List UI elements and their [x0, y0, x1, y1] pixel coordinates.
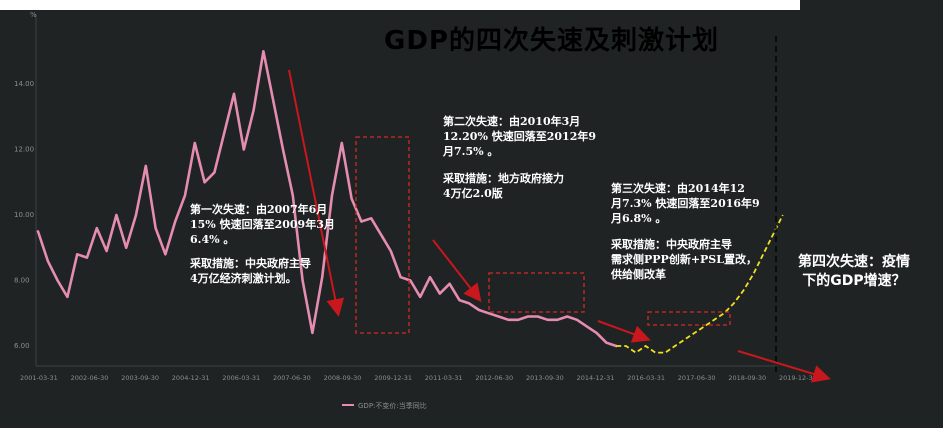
- x-tick-label: 2011-03-31: [425, 374, 463, 382]
- annotation-third: 第三次失速：由2014年12 月7.3% 快速回落至2016年9 月6.8% 。…: [611, 181, 760, 282]
- annotation-first-measure2: 4万亿经济刺激计划。: [190, 272, 297, 285]
- annotation-first-measure1: 采取措施：中央政府主导: [190, 257, 311, 270]
- x-tick-label: 2008-09-30: [324, 374, 362, 382]
- annotation-second-measure1: 采取措施：地方政府接力: [443, 172, 564, 185]
- x-tick-labels: 2001-03-31 2002-06-30 2003-09-30 2004-12-31…: [20, 374, 817, 382]
- annotation-second-line1: 第二次失速：由2010年3月: [443, 115, 581, 128]
- y-unit-label: %: [30, 11, 37, 19]
- x-tick-label: 2013-09-30: [526, 374, 564, 382]
- annotation-first: 第一次失速：由2007年6月 15% 快速回落至2009年3月 6.4% 。 采…: [190, 202, 335, 286]
- annotation-fourth-line2: 下的GDP增速？: [802, 273, 906, 289]
- x-tick-label: 2002-06-30: [71, 374, 109, 382]
- x-tick-label: 2014-12-31: [577, 374, 615, 382]
- arrow-fourth-slowdown: [737, 350, 831, 383]
- annotation-third-measure1: 采取措施：中央政府主导: [611, 238, 732, 251]
- y-tick-label: 14.00: [14, 80, 34, 88]
- annotation-second-line3: 月7.5% 。: [443, 145, 499, 158]
- x-tick-label: 2003-09-30: [121, 374, 159, 382]
- x-tick-label: 2007-06-30: [273, 374, 311, 382]
- x-tick-label: 2004-12-31: [172, 374, 210, 382]
- annotation-third-measure2: 需求侧PPP创新+PSL置改，: [611, 253, 757, 266]
- x-tick-label: 2006-03-31: [222, 374, 260, 382]
- x-tick-label: 2018-09-30: [728, 374, 766, 382]
- box-steady-phase: [647, 311, 731, 326]
- annotation-third-line2: 月7.3% 快速回落至2016年9: [611, 197, 760, 210]
- x-tick-label: 2016-03-31: [627, 374, 665, 382]
- box-third-slowdown: [488, 272, 585, 313]
- box-second-slowdown: [355, 136, 410, 334]
- annotation-second-measure2: 4万亿2.0版: [443, 187, 503, 200]
- x-tick-label: 2019-12-31: [779, 374, 817, 382]
- y-tick-label: 6.00: [14, 342, 30, 350]
- annotation-fourth-line1: 第四次失速：疫情: [798, 254, 910, 270]
- x-tick-label: 2009-12-31: [374, 374, 412, 382]
- x-tick-label: 2012-06-30: [475, 374, 513, 382]
- annotation-second: 第二次失速：由2010年3月 12.20% 快速回落至2012年9 月7.5% …: [443, 114, 596, 201]
- annotation-third-measure3: 供给侧改革: [611, 268, 666, 281]
- arrow-second-slowdown: [432, 239, 482, 303]
- annotation-third-line3: 月6.8% 。: [611, 212, 667, 225]
- page-title: GDP的四次失速及刺激计划: [384, 26, 719, 56]
- title-band: [0, 0, 800, 10]
- x-tick-label: 2001-03-31: [20, 374, 58, 382]
- forecast-line: [616, 214, 784, 354]
- arrow-third-slowdown: [597, 320, 651, 343]
- y-tick-label: 10.00: [14, 211, 34, 219]
- annotation-first-line2: 15% 快速回落至2009年3月: [190, 218, 335, 231]
- annotation-fourth: 第四次失速：疫情 下的GDP增速？: [798, 253, 910, 291]
- annotation-second-line2: 12.20% 快速回落至2012年9: [443, 130, 596, 143]
- arrow-first-slowdown: [288, 69, 345, 317]
- annotation-first-line1: 第一次失速：由2007年6月: [190, 203, 328, 216]
- annotation-first-line3: 6.4% 。: [190, 233, 235, 246]
- gdp-series-line: [36, 50, 618, 348]
- annotation-third-line1: 第三次失速：由2014年12: [611, 182, 745, 195]
- y-tick-label: 8.00: [14, 277, 30, 285]
- legend-label: GDP:不变价:当季同比: [358, 401, 427, 410]
- y-tick-label: 12.00: [14, 146, 34, 154]
- x-tick-label: 2017-06-30: [678, 374, 716, 382]
- y-tick-labels: 6.00 8.00 10.00 12.00 14.00: [14, 80, 34, 350]
